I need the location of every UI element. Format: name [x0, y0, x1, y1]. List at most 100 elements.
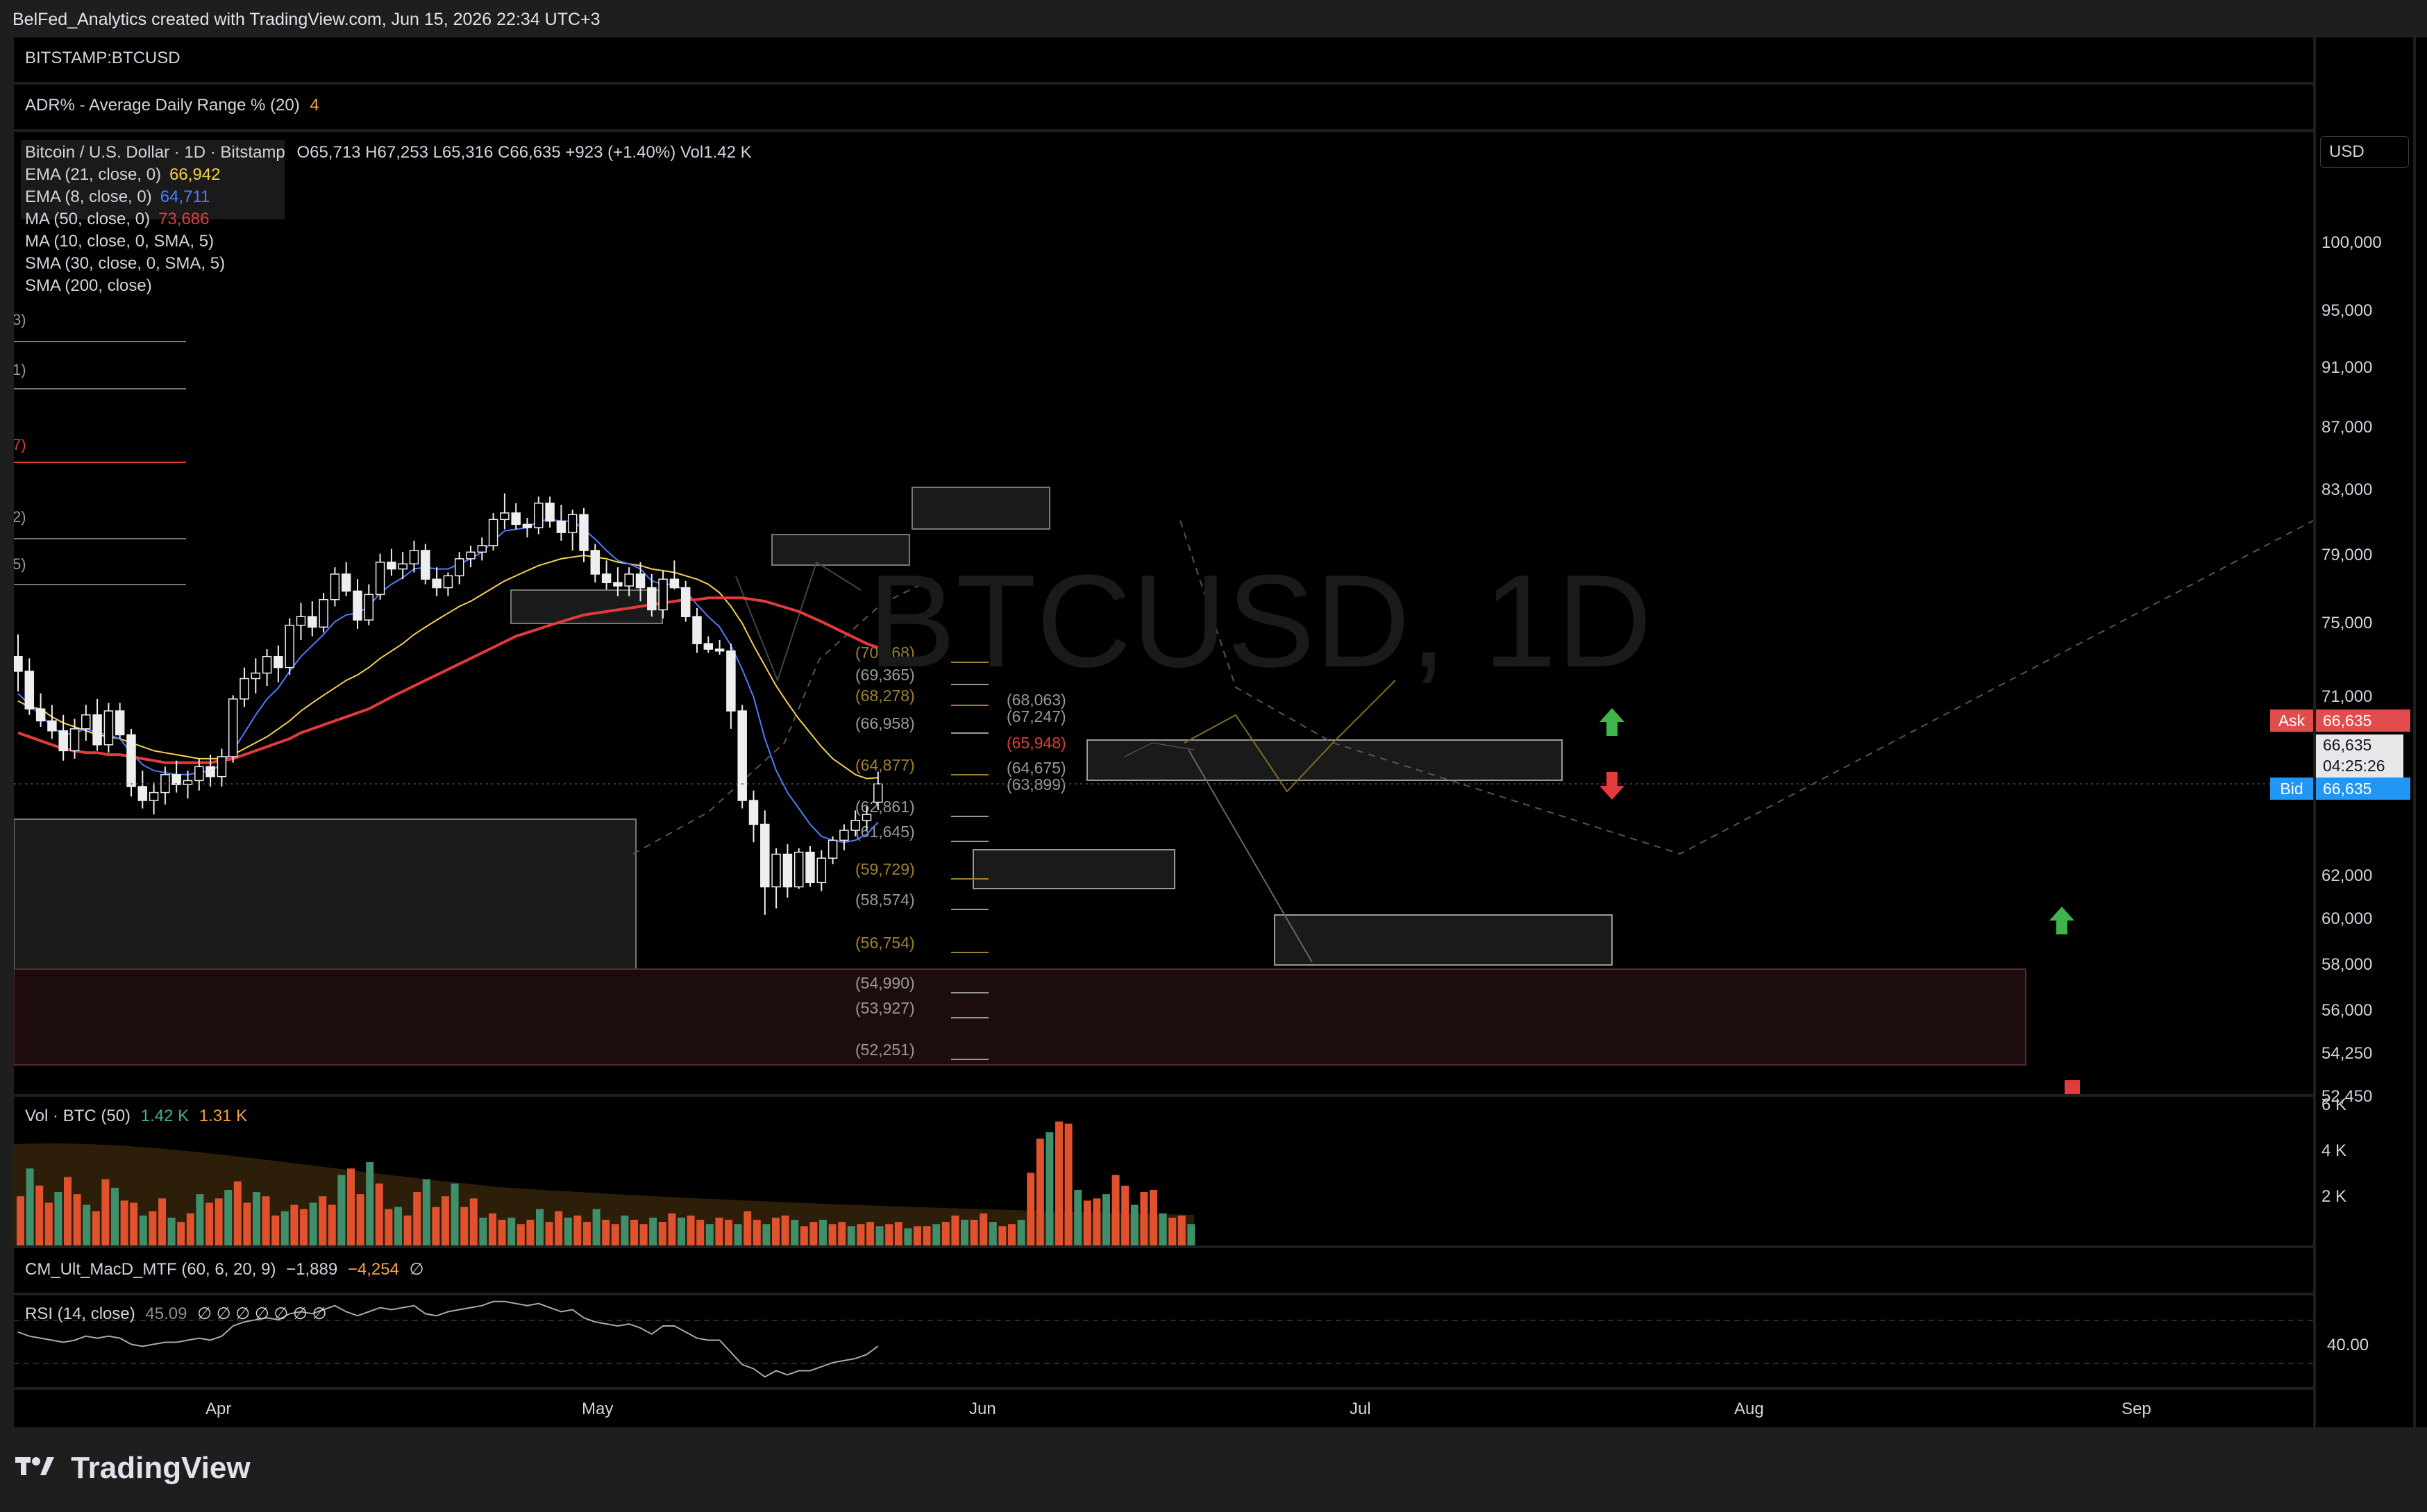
volume-bar [923, 1226, 931, 1245]
volume-bar [271, 1215, 280, 1245]
candle-body-down [590, 550, 601, 575]
candle-body-down [387, 562, 396, 570]
indicator-row[interactable]: SMA (30, close, 0, SMA, 5) [25, 254, 752, 274]
volume-bar [989, 1222, 997, 1245]
candle-body-down [737, 710, 747, 801]
candle-body-up [873, 783, 883, 803]
volume-bar [885, 1224, 893, 1245]
symbol-label[interactable]: BITSTAMP:BTCUSD [25, 49, 180, 67]
volume-bar [233, 1181, 242, 1245]
projection-path [1124, 742, 1195, 757]
candle-body-down [805, 851, 815, 884]
volume-bar [1168, 1218, 1177, 1245]
indicator-row[interactable]: EMA (21, close, 0) 66,942 [25, 165, 752, 185]
candle-body-up [443, 575, 453, 589]
volume-bar [932, 1224, 941, 1245]
volume-bar [970, 1220, 978, 1245]
indicator-row[interactable]: SMA (200, close) [25, 276, 752, 296]
candle-body-up [194, 766, 204, 782]
volume-bar [819, 1220, 827, 1245]
candle-body-down [680, 587, 691, 617]
fib-level-label: (62,861) [855, 798, 915, 816]
candle-body-up [850, 819, 860, 831]
volume-bar [545, 1222, 553, 1245]
currency-button[interactable]: USD [2320, 136, 2409, 168]
volume-bar [280, 1211, 289, 1245]
volume-bar [1159, 1213, 1167, 1245]
candle-body-up [658, 578, 668, 611]
rsi-legend[interactable]: RSI (14, close) 45.09 ∅ ∅ ∅ ∅ ∅ ∅ ∅ [25, 1304, 326, 1324]
candle-body-down [647, 587, 657, 611]
macd-pane[interactable]: CM_Ult_MacD_MTF (60, 6, 20, 9) −1,889 −4… [14, 1248, 2313, 1293]
volume-bar [35, 1185, 44, 1245]
candle-body-down [613, 582, 623, 587]
volume-bar [224, 1190, 233, 1245]
candle-body-down [171, 774, 181, 785]
tradingview-logo[interactable]: TradingView [15, 1451, 251, 1486]
volume-bar [800, 1226, 808, 1245]
volume-bar [1102, 1194, 1110, 1245]
indicator-row[interactable]: MA (10, close, 0, SMA, 5) [25, 232, 752, 251]
volume-bar [120, 1200, 128, 1245]
price-tick-label: 100,000 [2321, 233, 2382, 252]
volume-bar [253, 1192, 260, 1245]
fib-level-label: (66,958) [855, 714, 915, 732]
volume-bar [1045, 1132, 1054, 1245]
indicator-name: EMA (8, close, 0) [25, 187, 152, 206]
fib-inner-label: (64,675) [1007, 759, 1066, 777]
volume-bar [630, 1220, 638, 1245]
price-tick-label: 87,000 [2321, 418, 2373, 437]
volume-bar [460, 1207, 469, 1245]
fib-level-label: (69,365) [855, 666, 915, 684]
candle-body-down [115, 710, 125, 736]
rsi-pane[interactable]: RSI (14, close) 45.09 ∅ ∅ ∅ ∅ ∅ ∅ ∅ [14, 1295, 2313, 1387]
volume-bar [1008, 1224, 1016, 1245]
volume-bar [469, 1198, 478, 1245]
volume-bar [177, 1222, 185, 1245]
rsi-extra: ∅ ∅ ∅ ∅ ∅ ∅ ∅ [197, 1304, 327, 1323]
left-edge-mark: 3) [14, 311, 26, 328]
volume-bar [734, 1224, 742, 1245]
main-chart-area[interactable]: 3) 1) 7) 2) 5) (70,468) (69,365) (68,278) (66,95… [12, 132, 2314, 1094]
volume-legend[interactable]: Vol · BTC (50) 1.42 K 1.31 K [25, 1107, 247, 1126]
indicator-value: 73,686 [158, 210, 210, 228]
left-edge-mark: 1) [14, 361, 26, 378]
price-axis-margin [2416, 37, 2427, 1427]
volume-bar [403, 1215, 412, 1245]
adr-indicator-label[interactable]: ADR% - Average Daily Range % (20) 4 [25, 96, 319, 115]
volume-bar [649, 1218, 657, 1245]
projection-path [1184, 680, 1396, 793]
volume-bar [158, 1198, 166, 1245]
volume-bar [573, 1215, 582, 1245]
candle-body-up [228, 698, 238, 757]
legend-symbol-title[interactable]: Bitcoin / U.S. Dollar · 1D · Bitstamp [25, 143, 285, 162]
candle-body-up [398, 563, 408, 570]
fib-level-label: (59,729) [855, 860, 915, 878]
volume-value-1: 1.42 K [140, 1107, 190, 1125]
volume-bar [422, 1179, 430, 1245]
price-axis[interactable]: USD 100,000 95,000 91,000 87,000 83,000 79,00… [2270, 37, 2413, 1427]
projection-path [735, 561, 862, 682]
volume-bar [847, 1226, 855, 1245]
price-tick-label: 79,000 [2321, 546, 2373, 564]
candle-body-up [375, 562, 385, 596]
main-chart-svg[interactable]: 3) 1) 7) 2) 5) (70,468) (69,365) (68,278) (66,95… [12, 132, 2314, 1094]
fib-inner-label: (63,899) [1007, 775, 1066, 793]
volume-bar [791, 1220, 799, 1245]
indicator-row[interactable]: MA (50, close, 0) 73,686 [25, 210, 752, 229]
time-axis[interactable]: Apr May Jun Jul Aug Sep [14, 1390, 2313, 1427]
volume-pane[interactable]: Vol · BTC (50) 1.42 K 1.31 K [14, 1097, 2313, 1245]
indicator-name: SMA (30, close, 0, SMA, 5) [25, 254, 226, 273]
volume-bar [1036, 1139, 1044, 1245]
indicator-row[interactable]: EMA (8, close, 0) 64,711 [25, 187, 752, 207]
volume-bar [1055, 1121, 1063, 1245]
volume-bar [498, 1220, 506, 1245]
price-tick-label: 56,000 [2321, 1001, 2373, 1020]
volume-bar [564, 1218, 572, 1245]
volume-bar [1150, 1190, 1157, 1245]
candle-body-down [126, 734, 136, 787]
macd-legend[interactable]: CM_Ult_MacD_MTF (60, 6, 20, 9) −1,889 −4… [25, 1259, 424, 1279]
candle-body-up [330, 573, 340, 600]
volume-bar [375, 1183, 383, 1245]
down-arrow-icon [1599, 772, 1624, 800]
